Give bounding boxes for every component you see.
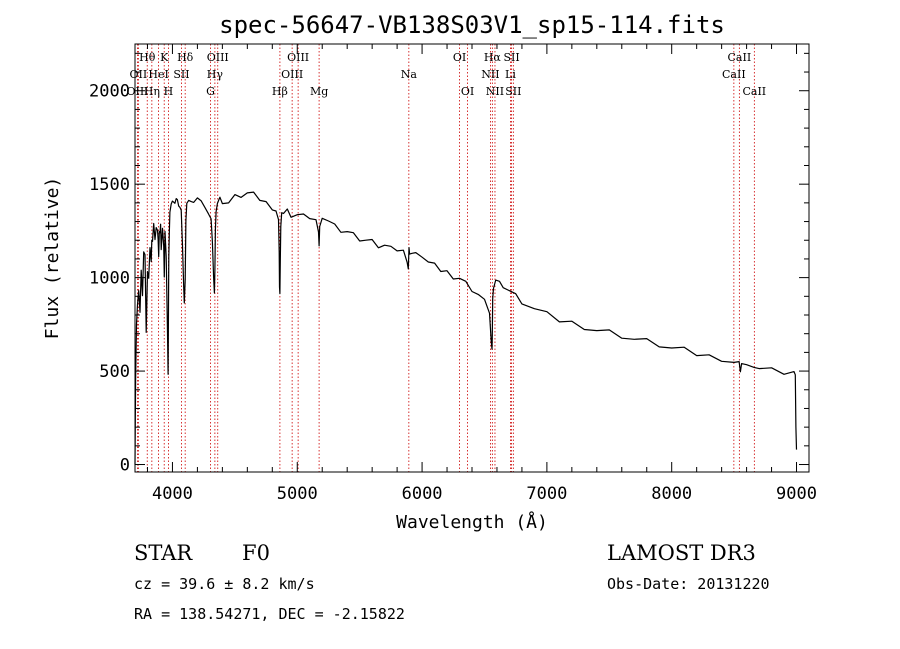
y-tick-label: 1500 [89, 175, 130, 195]
spectral-line-label: Mg [310, 85, 328, 98]
observation-date: Obs-Date: 20131220 [607, 575, 770, 593]
spectral-line-label: CaII [742, 85, 766, 98]
redshift-cz: cz = 39.6 ± 8.2 km/s [134, 575, 315, 593]
spectral-line-label: CaII [722, 68, 746, 81]
y-tick-label: 1000 [89, 269, 130, 289]
spectral-line-label: OIII [281, 68, 303, 81]
spectral-line-label: Hγ [207, 68, 224, 81]
spectral-line-label: OI [453, 51, 466, 64]
spectral-line-label: Hα [484, 51, 502, 64]
spectral-line-label: Hθ [139, 51, 156, 64]
axis-ticks: 4000 5000 6000 7000 8000 9000 0 500 1000 1500 2000 [89, 44, 817, 504]
spectral-line-label: K [160, 51, 169, 64]
spectral-line-label: Na [401, 68, 418, 81]
plot-frame [134, 43, 810, 473]
spectral-line-label: SII [505, 85, 521, 98]
x-tick-label: 9000 [776, 484, 817, 504]
spectral-line-label: SII [173, 68, 189, 81]
spectral-line-label: Li [505, 68, 516, 81]
x-tick-label: 6000 [402, 484, 443, 504]
spectral-line-label: OIII [287, 51, 309, 64]
spectral-line-label: Hβ [272, 85, 288, 98]
x-tick-label: 4000 [152, 484, 193, 504]
spectral-line-label: NII [481, 68, 499, 81]
spectral-line-label: NII [486, 85, 504, 98]
chart-title: spec-56647-VB138S03V1_sp15-114.fits [219, 11, 725, 39]
spectral-line-label: OII [130, 68, 148, 81]
spectral-line-label: OI [461, 85, 474, 98]
spectral-line-label: OIII [126, 85, 148, 98]
y-tick-label: 2000 [89, 82, 130, 102]
x-tick-label: 8000 [651, 484, 692, 504]
y-tick-label: 500 [99, 362, 130, 382]
spectral-line-markers [137, 44, 755, 472]
x-tick-label: 7000 [526, 484, 567, 504]
x-tick-label: 5000 [277, 484, 318, 504]
spectral-line-label: CaII [728, 51, 752, 64]
spectral-line-label: HeI [148, 68, 168, 81]
spectral-line-label: H [164, 85, 174, 98]
object-subclass: F0 [242, 541, 270, 565]
y-axis-label: Flux (relative) [42, 177, 63, 340]
ra-dec-coordinates: RA = 138.54271, DEC = -2.15822 [134, 605, 405, 623]
object-class: STAR [134, 541, 193, 565]
y-tick-label: 0 [120, 456, 130, 476]
spectral-line-label: SII [503, 51, 519, 64]
spectral-line-label: Hδ [177, 51, 194, 64]
spectral-line-label: Hη [144, 85, 160, 98]
spectral-line-label: OIII [207, 51, 229, 64]
survey-name: LAMOST DR3 [607, 541, 756, 565]
spectral-line-label: G [206, 85, 215, 98]
x-axis-label: Wavelength (Å) [396, 511, 548, 533]
flux-series-line [134, 191, 798, 465]
